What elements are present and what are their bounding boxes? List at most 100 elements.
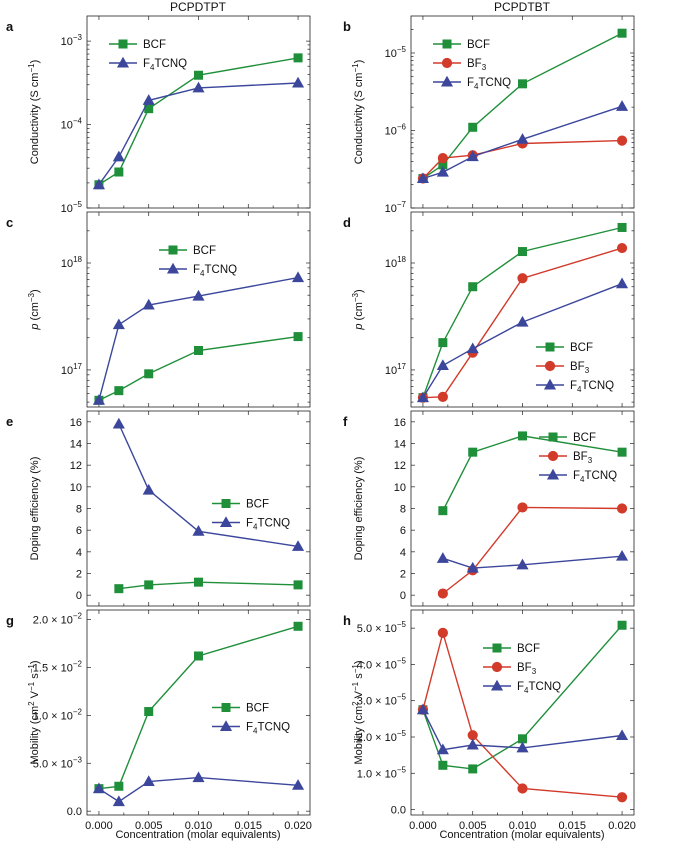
legend-marker [492, 643, 502, 653]
y-tick-label-exp: −5 [73, 200, 83, 209]
y-axis-label-part: ) [29, 289, 41, 293]
panel-letter: e [6, 414, 13, 429]
legend-marker [546, 468, 560, 480]
legend-label-part: F [570, 380, 577, 392]
y-tick-label-base: 10 [61, 203, 73, 215]
y-tick-label: 1.0 × 10−2 [33, 707, 83, 722]
y-axis-label-part: −1 [27, 664, 36, 674]
panel-letter: a [6, 19, 14, 34]
legend-label-part: BF [467, 58, 482, 70]
data-point-f4tcnq [436, 743, 449, 755]
legend-marker [116, 56, 130, 68]
data-point-bf3 [437, 588, 448, 599]
y-tick-label-exp: −5 [397, 693, 407, 702]
y-axis-label-part: −1 [351, 664, 360, 674]
data-point-bcf [438, 338, 448, 348]
legend-label-part: F [467, 77, 474, 89]
panel-letter: d [343, 215, 351, 230]
data-point-bf3 [437, 153, 448, 164]
legend-label-part: TCNQ [581, 380, 614, 392]
y-tick-label: 1018 [385, 255, 407, 270]
data-point-bcf [468, 282, 478, 292]
data-point-f4tcnq [291, 779, 305, 790]
data-point-bcf [518, 247, 527, 257]
data-point-f4tcnq [516, 741, 529, 753]
series-line-bcf [442, 435, 623, 512]
legend-label-bf3: BF3 [573, 451, 593, 465]
legend-label-part: 4 [253, 727, 258, 736]
legend-label-part: TCNQ [584, 470, 617, 482]
legend-label-part: 3 [585, 366, 590, 375]
legend: BCF F4TCNQ [109, 39, 187, 72]
legend-label-part: 3 [532, 667, 537, 676]
series-line-f4tcnq [118, 423, 299, 548]
y-tick-label-base: 10 [385, 258, 397, 270]
y-tick-label-exp: −2 [73, 659, 83, 668]
legend: BCF F4TCNQ [212, 703, 290, 736]
y-tick-label-exp: 18 [397, 255, 406, 264]
y-tick-label: 5.0 × 10−3 [33, 755, 83, 770]
panel-letter: b [343, 19, 351, 34]
y-tick-label: 10−3 [61, 33, 83, 48]
legend-label-f4tcnq: F4TCNQ [193, 264, 237, 278]
data-point-f4tcnq [92, 178, 106, 190]
y-tick-label: 10−6 [385, 122, 407, 137]
y-axis-label-part: 2 [351, 701, 360, 706]
data-point-f4tcnq [192, 81, 205, 93]
legend-label-f4tcnq: F4TCNQ [467, 77, 511, 91]
y-tick-label-exp: −5 [397, 729, 407, 738]
data-point-bcf [617, 620, 627, 630]
data-point-f4tcnq [142, 298, 155, 310]
legend-label-part: F [573, 470, 580, 482]
y-axis-label-part: ) [353, 660, 365, 664]
data-point-bf3 [616, 135, 628, 146]
y-tick-label-exp: −7 [397, 200, 407, 209]
data-point-f4tcnq [291, 271, 305, 283]
y-tick-label-exp: −5 [397, 620, 407, 629]
legend-label-part: 4 [150, 63, 155, 72]
y-tick-label: 8 [76, 504, 82, 516]
data-point-f4tcnq [466, 150, 479, 162]
data-point-f4tcnq [192, 289, 205, 301]
data-point-bf3 [517, 783, 528, 794]
legend-marker [441, 57, 453, 69]
legend-label-part: F [517, 681, 524, 693]
data-point-f4tcnq [92, 782, 106, 794]
y-axis-label-part: −3 [27, 292, 36, 302]
x-tick-label: 0.015 [559, 820, 587, 832]
y-axis-label-part: V [353, 690, 365, 701]
y-tick-label: 16 [70, 417, 82, 429]
y-axis-label-part: ) [353, 289, 365, 293]
y-tick-label-exp: 17 [397, 362, 406, 371]
legend-label-part: TCNQ [257, 518, 290, 530]
data-point-f4tcnq [516, 133, 529, 144]
y-axis-label: Doping efficiency (%) [353, 457, 365, 561]
legend-label-bcf: BCF [517, 643, 540, 655]
data-point-bf3 [467, 730, 478, 741]
legend-label-part: TCNQ [257, 722, 290, 734]
y-axis-label: Conductivity (S cm−1​) [351, 60, 365, 165]
data-point-bf3 [437, 627, 448, 638]
x-tick-label: 0.010 [185, 820, 213, 832]
data-point-bf3 [616, 242, 628, 254]
plot-frame [410, 211, 635, 408]
x-tick-label: 0.015 [235, 820, 263, 832]
data-point-bf3 [616, 792, 628, 803]
y-tick-label: 6 [76, 525, 82, 537]
y-axis-label-part: Doping efficiency (%) [353, 457, 365, 561]
y-tick-label: 2 [76, 569, 82, 581]
y-tick-label: 2.0 × 10−5 [357, 729, 407, 744]
column-title-pcpdtpt: PCPDTPT [170, 0, 227, 14]
legend-label-f4tcnq: F4TCNQ [517, 681, 561, 695]
legend-marker [168, 245, 178, 255]
legend-label-part: 3 [588, 456, 593, 465]
y-axis-label-part: V [29, 690, 41, 701]
y-tick-label-exp: −4 [73, 117, 83, 126]
legend-label-part: TCNQ [528, 681, 561, 693]
data-point-f4tcnq [92, 394, 106, 405]
panel-letter: c [6, 215, 13, 230]
